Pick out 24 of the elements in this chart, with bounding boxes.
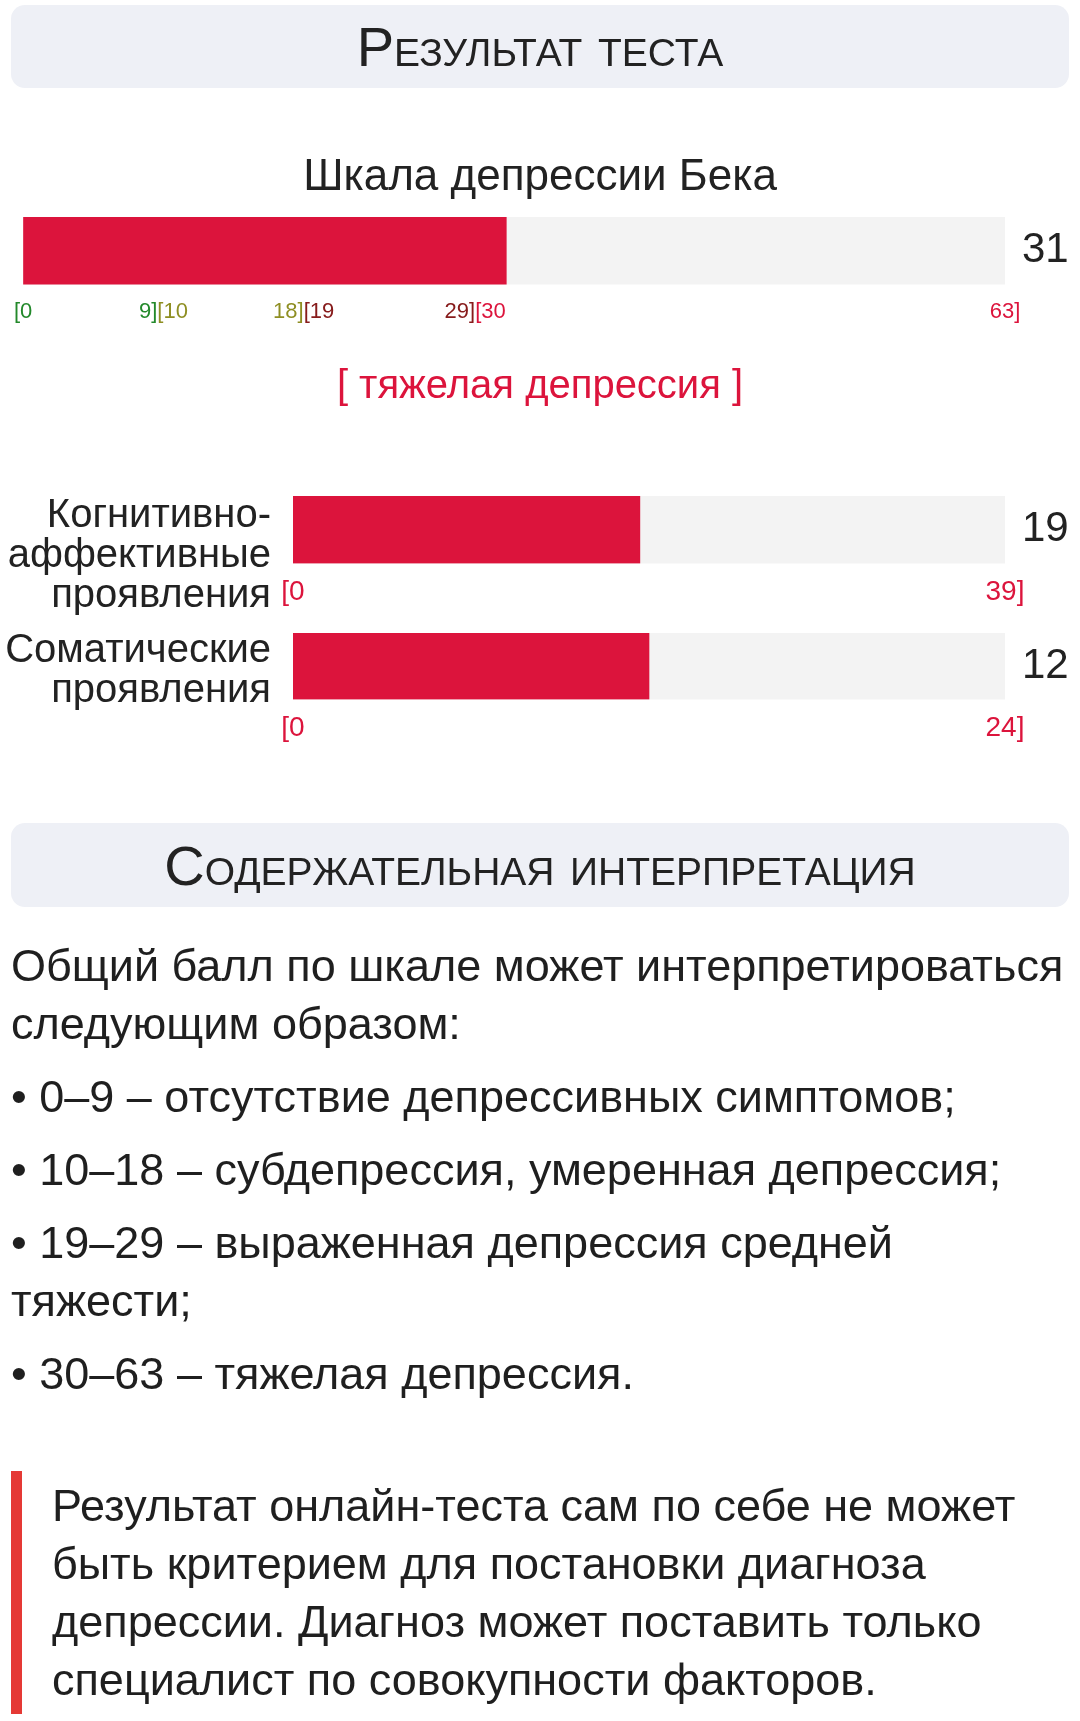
chart-subtitle: Шкала депрессии Бека bbox=[303, 149, 777, 201]
x-tick-label: 24] bbox=[985, 710, 1025, 742]
x-tick-label: 63] bbox=[989, 297, 1021, 323]
x-tick-label: [0 bbox=[281, 574, 305, 606]
text: Содержательная интерпретация bbox=[164, 833, 916, 899]
text: • 30–63 – тяжелая депрессия. bbox=[11, 1347, 635, 1401]
text: 31 bbox=[1022, 224, 1069, 272]
text: • 10–18 – субдепрессия, умеренная депрессия; bbox=[11, 1143, 1003, 1197]
text: Общий балл по шкале может интерпретироваться следующим образом: bbox=[11, 939, 1065, 1051]
x-tick-label: 18][19 bbox=[273, 297, 335, 323]
x-tick-label: 29][30 bbox=[444, 297, 506, 323]
y-tick-label: Когнитивно-аффективные проявления bbox=[7, 490, 271, 615]
text: • 19–29 – выраженная депрессия средней тяжести; bbox=[11, 1216, 894, 1328]
y-tick-label: Соматические проявления bbox=[5, 626, 271, 711]
text: Результат онлайн-теста сам по себе не может быть критерием для постановки диагноза депрессии. Диагноз может поставить только специалист по совокупности факторов. bbox=[52, 1479, 1017, 1707]
text: 12 bbox=[1022, 639, 1069, 687]
text: [ тяжелая депрессия ] bbox=[336, 361, 744, 408]
x-tick-label: [0 bbox=[13, 297, 33, 323]
x-tick-label: 39] bbox=[985, 574, 1025, 606]
chart-title: Результат теста bbox=[356, 14, 724, 80]
text: • 0–9 – отсутствие депрессивных симптомов; bbox=[11, 1070, 957, 1124]
x-tick-label: [0 bbox=[281, 710, 305, 742]
text: 19 bbox=[1022, 503, 1069, 551]
x-tick-label: 9][10 bbox=[138, 297, 188, 323]
